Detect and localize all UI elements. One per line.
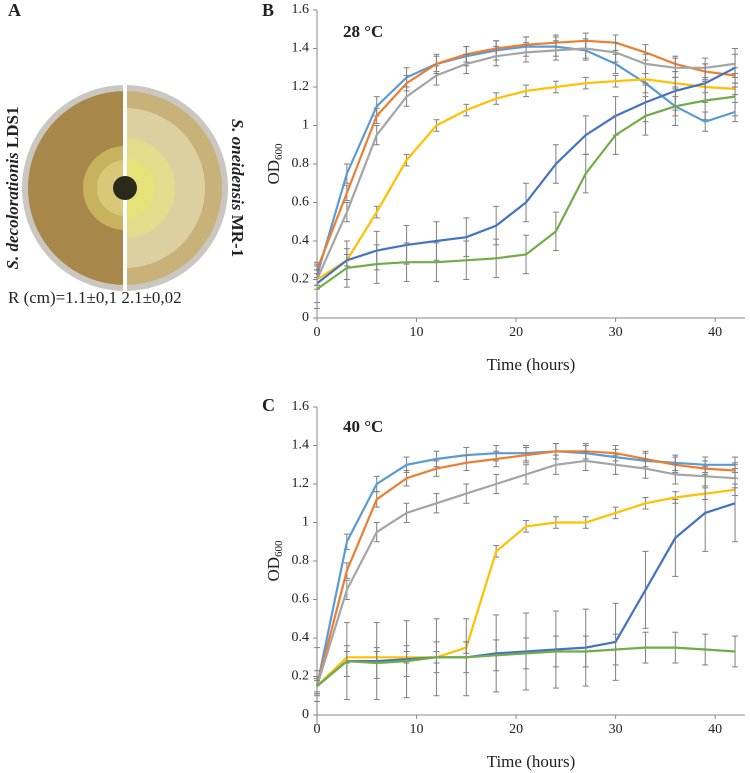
x-tick-label: 30 [609, 325, 623, 340]
right-species: S. oneidensis [228, 119, 247, 211]
left-species: S. decolorationis [3, 152, 22, 270]
right-strain: MR-1 [228, 215, 247, 257]
x-tick-label: 20 [509, 325, 523, 340]
y-axis-label: OD600 [264, 540, 285, 582]
y-tick-label: 0.2 [292, 669, 310, 684]
y-tick-label: 1.4 [292, 41, 310, 56]
y-tick-label: 0 [302, 310, 309, 325]
y-tick-label: 1.6 [292, 2, 310, 17]
series-line [316, 646, 736, 687]
x-tick-label: 20 [509, 722, 523, 737]
y-axis-label-main: OD [264, 160, 283, 185]
y-tick-label: 1.2 [292, 476, 310, 491]
y-axis-label-main: OD [264, 557, 283, 582]
series-line [315, 459, 736, 687]
y-tick-label: 1 [302, 515, 309, 530]
left-label: S. decolorationis LDS1 [3, 107, 22, 270]
y-tick-label: 0.2 [292, 272, 310, 287]
x-tick-label: 0 [314, 325, 321, 340]
y-tick-label: 1.6 [292, 399, 310, 414]
y-tick-label: 0 [302, 707, 309, 722]
x-tick-label: 30 [609, 722, 623, 737]
annotation: 28 °C [343, 22, 383, 41]
error-bar [314, 269, 320, 309]
series-line [315, 450, 736, 687]
y-tick-label: 0.6 [292, 592, 310, 607]
y-tick-label: 0.8 [292, 553, 310, 568]
y-tick-label: 0.6 [292, 195, 310, 210]
error-bar [732, 76, 739, 117]
series-line [316, 488, 736, 687]
y-axis-label-sub: 600 [273, 143, 285, 160]
error-bar [732, 464, 739, 543]
panel-label: B [262, 0, 274, 20]
radius-text: R (cm)=1.1±0,1 2.1±0,02 [8, 288, 182, 307]
series-line [316, 78, 736, 281]
annotation: 40 °C [343, 417, 383, 436]
series-line [316, 95, 736, 290]
y-tick-label: 1.2 [292, 79, 310, 94]
error-bar [314, 670, 320, 703]
y-tick-label: 0.8 [292, 156, 310, 171]
plate-left [28, 91, 124, 285]
x-tick-label: 0 [314, 722, 321, 737]
left-strain: LDS1 [3, 107, 22, 149]
x-tick-label: 40 [708, 325, 722, 340]
x-tick-label: 10 [410, 722, 424, 737]
x-tick-label: 40 [708, 722, 722, 737]
right-label: S. oneidensis MR-1 [228, 119, 247, 257]
series-line [316, 66, 736, 285]
y-tick-label: 1.4 [292, 438, 310, 453]
plate-right [126, 91, 222, 285]
panel-label: C [262, 395, 275, 415]
plate-well [113, 176, 137, 200]
series-line [315, 47, 736, 280]
panel-label: A [8, 0, 21, 20]
x-tick-label: 10 [410, 325, 424, 340]
y-axis-label: OD600 [264, 143, 285, 185]
y-tick-label: 1 [302, 118, 309, 133]
x-axis-label: Time (hours) [487, 355, 576, 374]
x-axis-label: Time (hours) [487, 752, 576, 771]
panel-a: A S. decolorationis LDS1 S. oneidensis M… [3, 0, 247, 307]
error-bar [732, 635, 739, 668]
y-axis-label-sub: 600 [273, 540, 285, 557]
y-tick-label: 0.4 [292, 233, 310, 248]
chart: 0 0.2 0.4 0.6 0.8 1 1.2 1.4 1.6 0 10 20 30 40 Time (ho… [262, 0, 745, 374]
y-tick-label: 0.4 [292, 630, 310, 645]
chart: 0 0.2 0.4 0.6 0.8 1 1.2 1.4 1.6 0 10 20 30 40 Time (ho… [262, 395, 745, 771]
